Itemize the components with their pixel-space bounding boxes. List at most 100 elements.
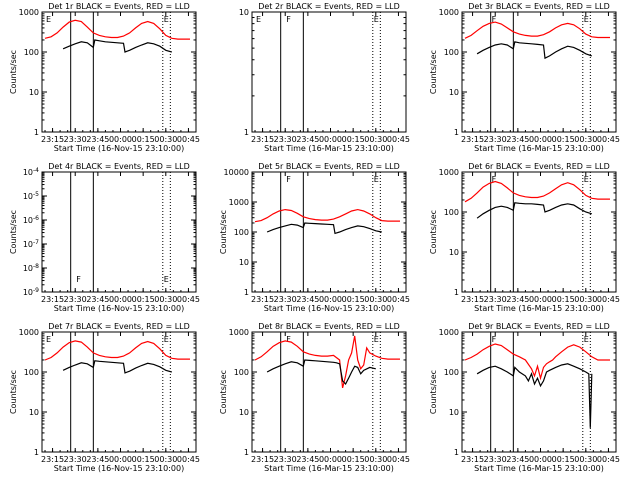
- marker-label: F: [492, 335, 497, 344]
- x-tick-label: 23:15: [461, 135, 484, 144]
- marker-label: E: [164, 335, 169, 344]
- events-series-line: [476, 363, 593, 428]
- y-tick-label: 10-5: [23, 191, 39, 201]
- x-tick-label: 23:30: [484, 135, 507, 144]
- y-axis-label: Counts/sec: [9, 370, 18, 414]
- panel-8: Det 8r BLACK = Events, RED = LLD 1 10 100 10…: [219, 322, 410, 473]
- x-tick-label: 23:15: [41, 295, 64, 304]
- x-tick-label: 00:30: [154, 135, 177, 144]
- x-tick-label: 00:00: [529, 455, 552, 464]
- x-tick-label: 00:00: [109, 295, 132, 304]
- y-tick-label: 10000: [224, 168, 249, 177]
- x-tick-label: 23:45: [86, 455, 109, 464]
- x-axis-label: Start Time (16-Mar-15 23:10:00): [264, 144, 394, 153]
- x-tick-label: 00:30: [154, 295, 177, 304]
- y-axis-label: Counts/sec: [219, 210, 228, 254]
- x-tick-label: 23:15: [461, 295, 484, 304]
- x-tick-label: 00:15: [552, 455, 575, 464]
- plot-frame: [41, 171, 197, 293]
- y-tick-label: 1000: [19, 8, 39, 17]
- x-tick-label: 00:00: [109, 455, 132, 464]
- x-axis-label: Start Time (16-Mar-15 23:10:00): [264, 464, 394, 473]
- marker-label: F: [76, 275, 81, 284]
- x-tick-label: 23:30: [484, 295, 507, 304]
- panel-4: Det 4r BLACK = Events, RED = LLD 10-9 10-8…: [9, 162, 200, 313]
- panel-1: Det 1r BLACK = Events, RED = LLD 1 10 100 10…: [9, 2, 200, 153]
- panel-2: Det 2r BLACK = Events, RED = LLD 1 10 23:15…: [239, 2, 410, 153]
- events-series-line: [266, 222, 382, 235]
- x-tick-label: 23:45: [506, 135, 529, 144]
- y-tick-label: 10-7: [23, 239, 39, 249]
- panel-title: Det 1r BLACK = Events, RED = LLD: [48, 2, 190, 11]
- panel-title: Det 5r BLACK = Events, RED = LLD: [258, 162, 400, 171]
- x-tick-label: 23:30: [64, 295, 87, 304]
- x-axis-label: Start Time (16-Mar-15 23:10:00): [474, 304, 604, 313]
- y-tick-label: 10: [29, 88, 39, 97]
- events-series-line: [476, 202, 592, 219]
- x-tick-label: 23:45: [86, 295, 109, 304]
- x-tick-label: 00:30: [574, 135, 597, 144]
- x-tick-label: 00:00: [319, 455, 342, 464]
- panel-title: Det 4r BLACK = Events, RED = LLD: [48, 162, 190, 171]
- y-tick-label: 10-6: [23, 215, 39, 225]
- x-tick-label: 00:45: [177, 295, 200, 304]
- y-tick-label: 10: [449, 408, 459, 417]
- x-tick-label: 00:45: [177, 135, 200, 144]
- plot-frame: [41, 11, 197, 133]
- y-tick-label: 100: [444, 48, 459, 57]
- marker-label: F: [286, 335, 291, 344]
- marker-label: E: [374, 15, 379, 24]
- panel-title: Det 6r BLACK = Events, RED = LLD: [468, 162, 610, 171]
- y-tick-label: 1000: [229, 198, 249, 207]
- y-tick-label: 10-4: [23, 167, 39, 177]
- events-series-line: [62, 39, 172, 53]
- panel-7: Det 7r BLACK = Events, RED = LLD 1 10 100 10…: [9, 322, 200, 473]
- y-tick-label: 1: [454, 448, 459, 457]
- panel-3: Det 3r BLACK = Events, RED = LLD 1 10 100 10…: [429, 2, 620, 153]
- marker-label: F: [492, 175, 497, 184]
- y-tick-label: 10: [449, 248, 459, 257]
- x-tick-label: 00:15: [342, 295, 365, 304]
- marker-label: F: [492, 15, 497, 24]
- x-tick-label: 00:45: [597, 295, 620, 304]
- plot-frame: [461, 11, 617, 133]
- x-tick-label: 00:45: [387, 455, 410, 464]
- x-tick-label: 00:30: [154, 455, 177, 464]
- plot-frame: [251, 331, 407, 453]
- y-tick-label: 1: [34, 448, 39, 457]
- y-tick-label: 10: [239, 258, 249, 267]
- lld-series-line: [464, 180, 610, 203]
- panel-6: Det 6r BLACK = Events, RED = LLD 1 10 100 10…: [429, 162, 620, 313]
- marker-label: E: [374, 335, 379, 344]
- y-tick-label: 10: [239, 408, 249, 417]
- marker-label: E: [46, 335, 51, 344]
- x-tick-label: 00:15: [342, 135, 365, 144]
- y-tick-label: 1000: [439, 328, 459, 337]
- y-axis-label: Counts/sec: [429, 370, 438, 414]
- x-axis-label: Start Time (16-Nov-15 23:10:00): [54, 144, 184, 153]
- x-tick-label: 23:45: [506, 295, 529, 304]
- marker-label: E: [256, 15, 261, 24]
- x-tick-label: 00:00: [109, 135, 132, 144]
- y-tick-label: 1000: [439, 168, 459, 177]
- x-tick-label: 23:30: [484, 455, 507, 464]
- x-tick-label: 00:30: [364, 455, 387, 464]
- x-axis-label: Start Time (16-Nov-15 23:10:00): [54, 304, 184, 313]
- y-tick-label: 10: [449, 88, 459, 97]
- plot-frame: [461, 331, 617, 453]
- x-tick-label: 00:00: [319, 295, 342, 304]
- panel-9: Det 9r BLACK = Events, RED = LLD 1 10 100 10…: [429, 322, 620, 473]
- marker-label: F: [286, 15, 291, 24]
- marker-label: E: [584, 175, 589, 184]
- x-tick-label: 00:15: [552, 295, 575, 304]
- x-tick-label: 00:45: [387, 135, 410, 144]
- marker-label: F: [286, 175, 291, 184]
- x-tick-label: 00:30: [574, 295, 597, 304]
- panel-title: Det 9r BLACK = Events, RED = LLD: [468, 322, 610, 331]
- lld-series-line: [464, 21, 610, 39]
- lld-series-line: [254, 208, 400, 223]
- x-tick-label: 23:15: [251, 295, 274, 304]
- x-tick-label: 00:15: [342, 455, 365, 464]
